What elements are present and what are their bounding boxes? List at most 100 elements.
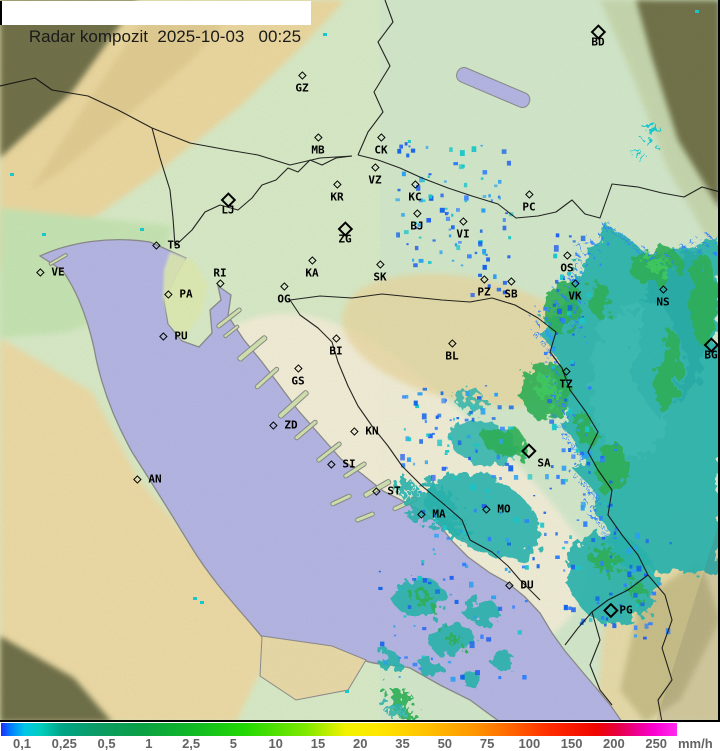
station-pg: PG [603,602,633,618]
legend: 0,1 0,25 0,5 1 2,5 5 10 15 20 35 50 75 100 150 200 250 … [0,722,720,751]
station-label: SI [342,457,356,471]
station-label: ZG [338,232,352,246]
station-label: PC [522,200,536,214]
station-label: BJ [410,219,424,233]
station-label: ZD [284,418,298,432]
station-marker-icon [482,504,491,514]
station-marker-icon [215,279,225,288]
station-mo: MO [482,504,511,515]
station-pc: PC [522,190,536,214]
station-label: SK [373,270,387,284]
legend-tick-9: 35 [395,736,410,751]
station-marker-icon [410,180,420,189]
legend-tick-15: 250 [645,736,668,751]
station-marker-icon [327,459,336,469]
station-ns: NS [656,285,670,308]
station-marker-icon [307,256,317,265]
station-marker-icon [506,277,516,286]
station-label: LJ [221,203,235,217]
station-label: MB [311,143,325,157]
station-marker-icon [603,602,619,618]
station-marker-icon [164,289,173,299]
station-gz: GZ [295,71,309,94]
station-marker-icon [370,163,380,172]
station-marker-icon [505,580,514,590]
station-bg: BG [703,337,718,362]
station-label: ST [387,484,401,498]
station-marker-icon [36,267,45,277]
station-sb: SB [504,277,518,301]
station-label: BG [704,348,718,362]
station-marker-icon [269,420,278,430]
station-marker-icon [524,190,534,199]
legend-ticks: 0,1 0,25 0,5 1 2,5 5 10 15 20 35 50 75 100 150 200 250 [0,736,720,751]
station-marker-icon [447,339,457,348]
station-marker-icon [570,279,580,288]
title-bar: Radar kompozit 2025-10-03 00:25 [0,1,312,46]
radar-coverage-shadow [656,526,718,720]
station-bj: BJ [410,209,424,233]
stations-layer: GZ BD MB CK VZ KR KC LJ BJ VI PC ZG TS VE RI OS KA SK PA OG… [36,24,718,618]
station-os: OS [560,251,574,274]
station-marker-icon [332,180,342,189]
station-marker-icon [417,509,426,519]
station-sk: SK [373,260,387,284]
station-label: TS [167,238,181,252]
station-vi: VI [456,217,470,241]
station-label: PU [174,329,188,343]
station-label: VI [456,227,470,241]
station-zd: ZD [269,418,298,432]
station-label: VK [568,289,582,303]
station-marker-icon [133,474,142,484]
station-lj: LJ [220,192,236,217]
legend-tick-13: 150 [560,736,583,751]
station-du: DU [505,578,534,592]
station-label: KN [365,424,379,438]
station-marker-icon [297,71,307,80]
station-label: CK [374,143,388,157]
station-mb: MB [311,133,325,157]
station-bl: BL [445,339,459,362]
station-marker-icon [313,133,323,142]
station-marker-icon [458,217,468,226]
country-borders [0,0,718,720]
legend-tick-14: 200 [603,736,625,751]
legend-tick-11: 75 [479,736,495,751]
rain-speckles [10,3,699,693]
station-vk: VK [568,279,582,303]
legend-tick-0: 0,1 [12,736,32,751]
station-label: SA [537,456,551,470]
station-label: KR [330,190,344,204]
station-marker-icon [412,209,422,218]
legend-tick-12: 100 [518,736,541,751]
station-label: MA [432,507,446,521]
station-marker-icon [658,285,668,294]
legend-tick-4: 2,5 [182,736,201,751]
legend-tick-8: 20 [353,736,368,751]
station-marker-icon [350,426,359,436]
station-marker-icon [479,275,489,284]
station-gs: GS [291,364,305,388]
station-pa: PA [164,289,193,300]
station-marker-icon [159,331,168,341]
station-label: KA [305,266,319,280]
radar-map-canvas [0,0,718,720]
station-si: SI [327,457,356,471]
station-label: DU [520,578,534,592]
station-label: GS [291,374,305,388]
station-label: SB [504,287,518,301]
station-ck: CK [374,133,388,157]
station-kc: KC [408,180,422,203]
station-label: RI [213,266,227,280]
legend-colorbar [1,723,677,736]
station-ka: KA [305,256,319,280]
station-kr: KR [330,180,344,204]
station-ts: TS [152,238,181,252]
station-label: BI [329,344,343,358]
map-title: Radar kompozit 2025-10-03 00:25 [28,27,302,46]
station-bd: BD [590,24,606,48]
station-tz: TZ [559,367,573,390]
station-zg: ZG [337,221,353,246]
radar-map: GZ BD MB CK VZ KR KC LJ BJ VI PC ZG TS VE RI OS KA SK PA OG… [0,0,720,722]
station-vz: VZ [368,163,382,186]
